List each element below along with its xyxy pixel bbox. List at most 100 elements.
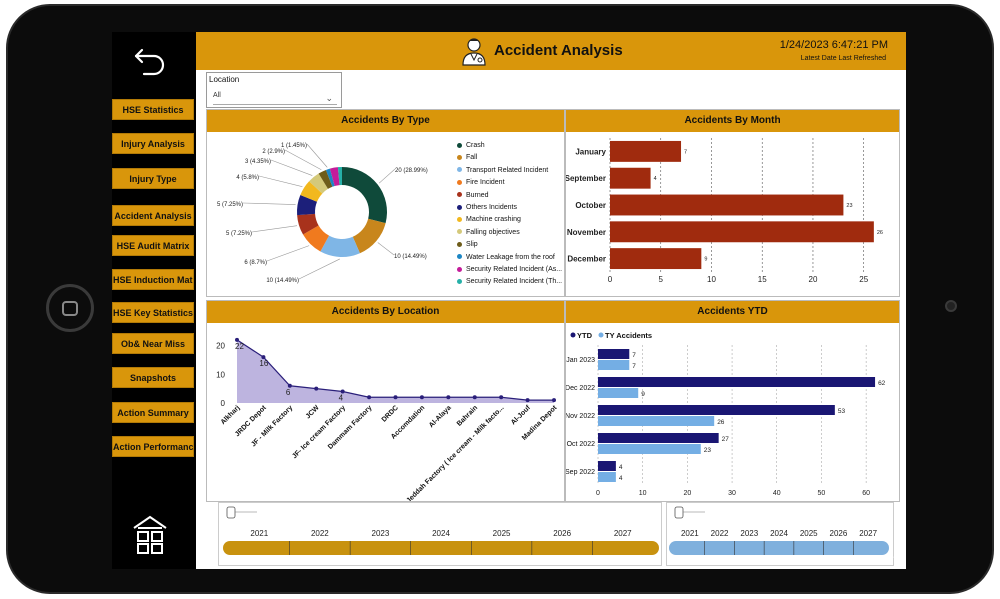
legend-marker xyxy=(457,167,462,173)
y-category-label: Sep 2022 xyxy=(566,469,595,476)
location-filter[interactable]: Location All ⌄ xyxy=(206,72,342,108)
donut-data-label: 10 (14.49%) xyxy=(266,278,299,284)
nav-hse-induction-matrix[interactable]: HSE Induction Matrix xyxy=(112,269,194,290)
slicer-handle-icon xyxy=(226,506,236,519)
legend-label: Fall xyxy=(466,154,478,162)
location-point xyxy=(393,395,398,400)
ytd-bar-ytd xyxy=(598,377,876,387)
legend-item[interactable]: Slip xyxy=(457,239,563,251)
legend-marker xyxy=(457,155,462,161)
legend-label: Water Leakage from the roof xyxy=(466,253,555,261)
year-slicer-left[interactable]: 2021 2022 2023 2024 2025 2026 2027 xyxy=(218,502,662,566)
y-category-label: October xyxy=(575,201,606,210)
donut-leader-line xyxy=(266,245,310,262)
donut-data-label: 6 (8.7%) xyxy=(244,260,267,266)
x-tick-label: 30 xyxy=(728,490,736,497)
tablet-home-button[interactable] xyxy=(46,284,94,332)
accidents-by-type-donut[interactable]: 20 (28.99%) 10 (14.49%) 10 (14.49%) 6 (8.7%… xyxy=(207,110,457,296)
legend-label: Falling objectives xyxy=(466,228,520,236)
legend-item[interactable]: Transport Related Incident xyxy=(457,165,563,177)
nav-hse-audit-matrix[interactable]: HSE Audit Matrix xyxy=(112,235,194,256)
donut-leader-line xyxy=(251,225,298,233)
legend-item[interactable]: Security Related Incident (As... xyxy=(457,264,563,276)
accidents-ytd-title: Accidents YTD xyxy=(566,301,899,323)
x-category-label: DRDC xyxy=(381,404,400,423)
nav-action-summary[interactable]: Action Summary xyxy=(112,402,194,423)
legend-label: Security Related Incident (Th... xyxy=(466,278,563,286)
legend-item[interactable]: Security Related Incident (Th... xyxy=(457,276,563,288)
sidebar: HSE Statistics Injury Analysis Injury Type… xyxy=(112,32,196,569)
x-tick-label: 5 xyxy=(659,275,664,284)
refresh-datetime: 1/24/2023 6:47:21 PM xyxy=(779,39,888,51)
location-point xyxy=(499,395,504,400)
year-slicer-right[interactable]: 2021 2022 2023 2024 2025 2026 2027 xyxy=(666,502,894,566)
location-dropdown-value: All xyxy=(213,92,221,99)
legend-marker xyxy=(457,192,462,198)
legend-item[interactable]: Fall xyxy=(457,152,563,164)
nav-action-performance[interactable]: Action Performance xyxy=(112,436,194,457)
back-arrow-icon[interactable] xyxy=(130,40,170,80)
legend-marker xyxy=(570,332,576,338)
legend-marker xyxy=(457,229,462,235)
location-point xyxy=(314,386,319,391)
nav-hse-key-statistics[interactable]: HSE Key Statistics xyxy=(112,302,194,323)
prev-page-arrow-icon[interactable]: ← xyxy=(198,544,216,564)
x-tick-label: 60 xyxy=(862,490,870,497)
location-point xyxy=(287,383,292,388)
nav-injury-analysis[interactable]: Injury Analysis xyxy=(112,133,194,154)
next-page-arrow-icon[interactable]: → xyxy=(890,544,906,564)
legend-marker xyxy=(457,278,462,284)
location-point xyxy=(419,395,424,400)
accidents-ytd-panel: Accidents YTD YTD TY Accidents 0 10 20 30 40 50… xyxy=(565,300,900,502)
donut-leader-line xyxy=(284,149,322,171)
bar-data-label: 26 xyxy=(717,419,725,426)
legend-item[interactable]: Water Leakage from the roof xyxy=(457,252,563,264)
legend-item[interactable]: Fire Incident xyxy=(457,177,563,189)
page-title: Accident Analysis xyxy=(494,42,623,59)
slicer-year-label: 2024 xyxy=(432,529,450,538)
ytd-bar-ty-accidents xyxy=(598,388,639,398)
location-dropdown[interactable]: All ⌄ xyxy=(213,92,337,105)
nav-accident-analysis[interactable]: Accident Analysis xyxy=(112,205,194,226)
legend-label: Machine crashing xyxy=(466,216,521,224)
donut-data-label: 4 (5.8%) xyxy=(236,175,259,181)
location-point xyxy=(525,398,530,403)
nav-ob-near-miss[interactable]: Ob& Near Miss xyxy=(112,333,194,354)
legend-item[interactable]: Crash xyxy=(457,140,563,152)
location-point xyxy=(261,355,266,360)
y-category-label: Jan 2023 xyxy=(566,357,595,364)
donut-leader-line xyxy=(306,143,328,168)
legend-label: Crash xyxy=(466,142,485,149)
nav-injury-type[interactable]: Injury Type xyxy=(112,168,194,189)
legend-marker xyxy=(457,266,462,272)
y-tick-label: 0 xyxy=(221,399,226,408)
legend-label: Slip xyxy=(466,241,478,249)
legend-item[interactable]: Falling objectives xyxy=(457,227,563,239)
slicer-handle-icon xyxy=(674,506,684,519)
nav-hse-statistics[interactable]: HSE Statistics xyxy=(112,99,194,120)
donut-leader-line xyxy=(377,242,395,256)
donut-slice xyxy=(318,169,333,189)
x-tick-label: 40 xyxy=(773,490,781,497)
donut-leader-line xyxy=(258,175,303,187)
legend-item[interactable]: Others Incidents xyxy=(457,202,563,214)
bar-data-label: 23 xyxy=(704,447,712,454)
point-data-label: 22 xyxy=(235,342,244,351)
x-category-label: Bahrain xyxy=(456,404,479,427)
location-area xyxy=(237,339,554,403)
home-grid-icon[interactable] xyxy=(130,514,170,556)
x-tick-label: 0 xyxy=(608,275,613,284)
x-tick-label: 20 xyxy=(809,275,818,284)
accidents-ytd-chart[interactable]: YTD TY Accidents 0 10 20 30 40 50 60 Jan 2023 7 7 De… xyxy=(566,301,899,501)
legend-label: Others Incidents xyxy=(466,203,517,211)
legend-item[interactable]: Machine crashing xyxy=(457,214,563,226)
slicer-year-label: 2023 xyxy=(740,529,758,538)
accidents-by-month-chart[interactable]: 0 5 10 15 20 25 January 7 September 4 October 23 Nov… xyxy=(566,110,899,296)
nav-snapshots[interactable]: Snapshots xyxy=(112,367,194,388)
chevron-down-icon: ⌄ xyxy=(325,93,333,103)
legend-item[interactable]: Burned xyxy=(457,190,563,202)
donut-slice xyxy=(320,235,360,257)
tablet-camera xyxy=(945,300,957,312)
slicer-year-label: 2023 xyxy=(372,529,390,538)
